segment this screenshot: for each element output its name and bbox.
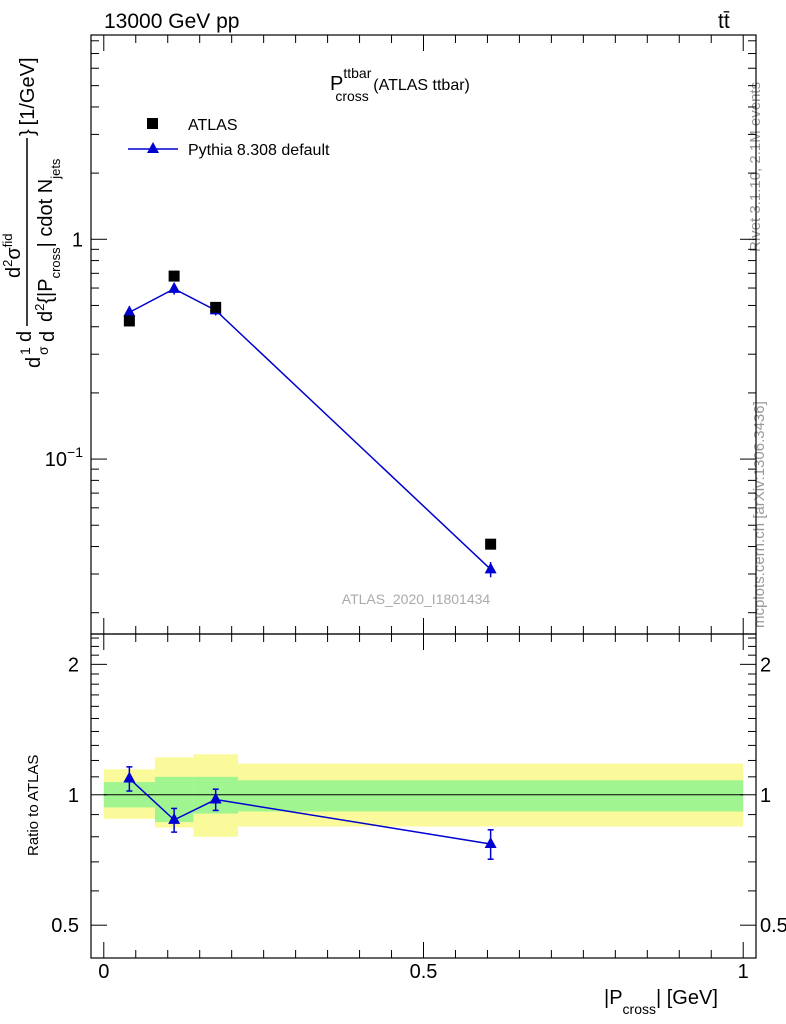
ratio-y-tick-label-left: 1 — [68, 785, 79, 807]
main-title: Pttbar cross (ATLAS ttbar) — [330, 65, 470, 104]
ratio-pythia-point — [168, 812, 181, 824]
xlabel-post: | [GeV] — [656, 987, 718, 1009]
analysis-watermark: ATLAS_2020_I1801434 — [342, 591, 491, 607]
main-y-tick-label: 10−1 — [45, 444, 83, 471]
ratio-y-tick-label-right: 1 — [760, 785, 771, 807]
main-title-sup: ttbar — [343, 65, 371, 81]
main-title-suffix: (ATLAS ttbar) — [369, 77, 470, 94]
svg-text:σ: σ — [35, 346, 51, 355]
ylabel-top-sigma: σ — [3, 247, 25, 260]
pythia-point — [123, 305, 136, 317]
main-y-tick-label: 1 — [72, 229, 83, 251]
ratio-x-tick-label: 1 — [738, 961, 749, 983]
ylabel-units: [1/GeV] — [17, 58, 39, 126]
pythia-point — [168, 281, 181, 293]
svg-text:d: d — [23, 357, 45, 368]
ylabel-bottom-body: {|P — [35, 278, 57, 303]
ylabel-top-d-sup: 2 — [0, 260, 15, 267]
main-y-tick-base: 10 — [45, 449, 67, 471]
legend-atlas-marker — [147, 118, 158, 129]
ylabel-top-sigma-sup: fid — [0, 234, 15, 248]
ratio-plot-panel: 0.5 0.5 1 1 2 2 0 0.5 1 — [51, 633, 786, 983]
ylabel-brace: } — [17, 129, 39, 136]
legend: ATLAS Pythia 8.308 default — [128, 117, 330, 159]
ylabel-bottom-d-sup: 2 — [32, 304, 47, 311]
ratio-y-tick-label-right: 2 — [760, 654, 771, 676]
xlabel-pre: |P — [604, 987, 623, 1009]
atlas-point — [210, 301, 222, 313]
ratio-y-tick-label-left: 2 — [68, 654, 79, 676]
ylabel-d: d — [23, 357, 45, 368]
mcplots-label: mcplots.cern.ch [arXiv:1306.3436] — [751, 401, 768, 628]
svg-text:d: d — [14, 331, 36, 342]
pythia-line — [129, 287, 492, 570]
svg-text:}[1/GeV]: } [1/GeV] — [17, 58, 39, 137]
ratio-pythia-line — [128, 778, 491, 845]
ratio-y-tick-label-right: 0.5 — [760, 915, 786, 937]
legend-pythia-label: Pythia 8.308 default — [188, 142, 330, 159]
main-y-label: d 1 σ d d d2σfid d2{|Pcross| cdot Njets … — [0, 58, 63, 369]
svg-text:d: d — [37, 331, 59, 342]
ylabel-bottom-sub: cross — [48, 247, 63, 279]
legend-pythia-marker — [147, 142, 159, 153]
main-title-p: P — [330, 73, 343, 95]
x-axis-label: |Pcross| [GeV] — [604, 987, 718, 1017]
svg-text:d2σfid: d2σfid — [0, 234, 25, 278]
ylabel-dd-num: d — [14, 331, 36, 342]
ylabel-dd-den: d — [37, 331, 59, 342]
ratio-y-label: Ratio to ATLAS — [25, 755, 42, 856]
ylabel-bottom-body2: | cdot N — [35, 179, 57, 248]
main-y-tick-exp: −1 — [67, 444, 83, 460]
ylabel-top-d: d — [3, 267, 25, 278]
ratio-x-tick-label: 0.5 — [410, 961, 438, 983]
ylabel-frac-num: 1 — [17, 347, 33, 355]
process-label: tt̄ — [718, 10, 730, 33]
ylabel-frac-den: σ — [35, 346, 51, 355]
ratio-x-tick-label: 0 — [98, 961, 109, 983]
ratio-pythia-point — [484, 836, 497, 848]
energy-label: 13000 GeV pp — [104, 10, 239, 33]
ratio-frame — [90, 633, 757, 959]
svg-text:1: 1 — [17, 347, 33, 355]
main-title-sub: cross — [335, 88, 368, 104]
pythia-point — [484, 562, 497, 574]
legend-atlas-label: ATLAS — [188, 117, 238, 134]
atlas-point — [168, 270, 180, 282]
ratio-pythia-point — [123, 771, 136, 783]
inner-uncertainty-band — [238, 780, 744, 812]
ratio-y-tick-label-left: 0.5 — [51, 915, 79, 937]
ylabel-bottom-sub2: jets — [48, 158, 63, 180]
ratio-pythia-point — [209, 792, 222, 804]
atlas-point — [123, 315, 135, 327]
svg-text:d2{|Pcross| cdot Njets: d2{|Pcross| cdot Njets — [32, 158, 63, 322]
xlabel-sub: cross — [623, 1001, 656, 1017]
ylabel-bottom-d: d — [35, 311, 57, 322]
atlas-point — [485, 538, 497, 550]
